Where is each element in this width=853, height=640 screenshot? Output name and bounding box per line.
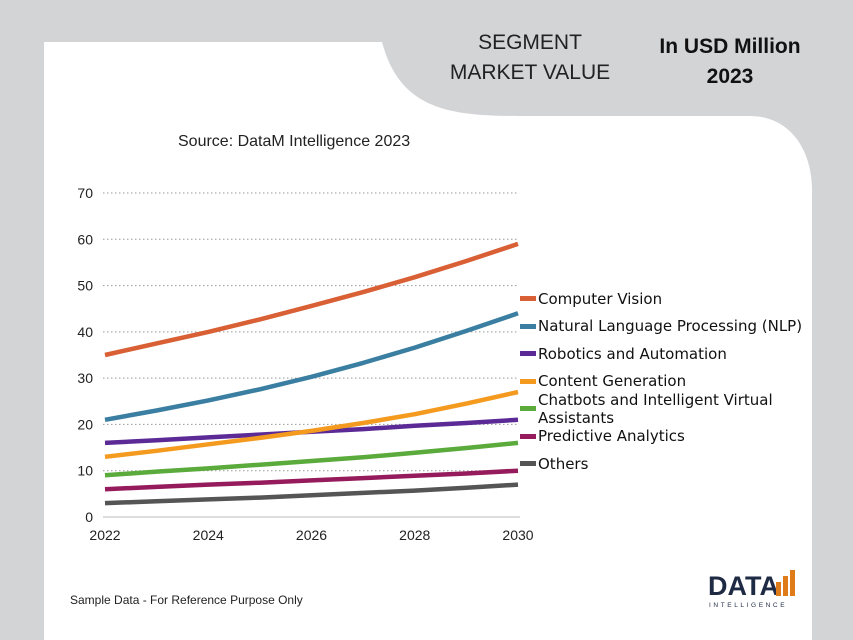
y-tick-label: 60 [77, 231, 93, 247]
x-tick-label: 2024 [193, 527, 224, 543]
y-tick-label: 50 [77, 278, 93, 294]
legend-swatch [520, 351, 536, 357]
y-tick-label: 70 [77, 185, 93, 201]
series-line [104, 468, 519, 492]
logo-bar [790, 570, 795, 596]
legend-label: Chatbots and Intelligent Virtual Assista… [537, 390, 773, 427]
x-tick-label: 2028 [399, 527, 430, 543]
legend-item: Content Generation [520, 368, 853, 396]
segment-title-line2: MARKET VALUE [449, 61, 611, 84]
legend-item: Computer Vision [520, 285, 853, 313]
legend-item: Robotics and Automation [520, 340, 853, 368]
legend-label: Computer Vision [538, 289, 663, 308]
logo-subtitle: INTELLIGENCE [709, 602, 787, 609]
legend-item: Natural Language Processing (NLP) [520, 313, 853, 341]
unit-title: In USD Million 2023 [640, 32, 820, 92]
legend-label: Natural Language Processing (NLP) [538, 317, 803, 336]
legend-item: Chatbots and Intelligent Virtual Assista… [520, 391, 853, 427]
datam-logo: DATA INTELLIGENCE [708, 570, 795, 609]
legend-swatch [520, 323, 536, 329]
y-tick-label: 20 [77, 416, 93, 432]
legend-item: Others [520, 450, 853, 478]
y-tick-label: 40 [77, 324, 93, 340]
x-tick-label: 2030 [502, 527, 533, 543]
logo-bar [776, 582, 781, 596]
source-label: Source: DataM Intelligence 2023 [178, 133, 411, 150]
x-tick-label: 2022 [89, 527, 120, 543]
legend-swatch [520, 378, 536, 384]
unit-title-line2: 2023 [706, 65, 754, 88]
y-tick-label: 10 [77, 463, 93, 479]
y-tick-label: 0 [85, 509, 93, 525]
series-line [104, 482, 519, 506]
legend-swatch [520, 406, 536, 412]
legend-label: Predictive Analytics [538, 427, 685, 446]
legend-label: Others [538, 454, 589, 473]
y-axis-ticks: 0 10 20 30 40 50 60 70 [77, 185, 93, 525]
x-tick-label: 2026 [296, 527, 327, 543]
logo-word: DATA [708, 571, 779, 601]
segment-title-line1: SEGMENT [478, 31, 582, 54]
unit-title-line1: In USD Million [659, 35, 801, 58]
legend-swatch [520, 296, 536, 302]
legend-item: Predictive Analytics [520, 423, 853, 451]
y-tick-label: 30 [77, 370, 93, 386]
series-line [104, 440, 519, 478]
series-lines [104, 241, 519, 506]
series-line [104, 311, 519, 423]
series-line [104, 389, 519, 460]
legend-label: Content Generation [538, 372, 687, 391]
footer-note: Sample Data - For Reference Purpose Only [70, 593, 303, 607]
logo-bar [783, 576, 788, 596]
series-line [104, 241, 519, 358]
chart-legend: Computer Vision Natural Language Processi… [520, 285, 853, 478]
legend-swatch [520, 461, 536, 467]
x-axis-ticks: 2022 2024 2026 2028 2030 [89, 527, 533, 543]
segment-title: SEGMENT MARKET VALUE [440, 28, 620, 88]
legend-label: Robotics and Automation [538, 344, 727, 363]
legend-swatch [520, 433, 536, 439]
